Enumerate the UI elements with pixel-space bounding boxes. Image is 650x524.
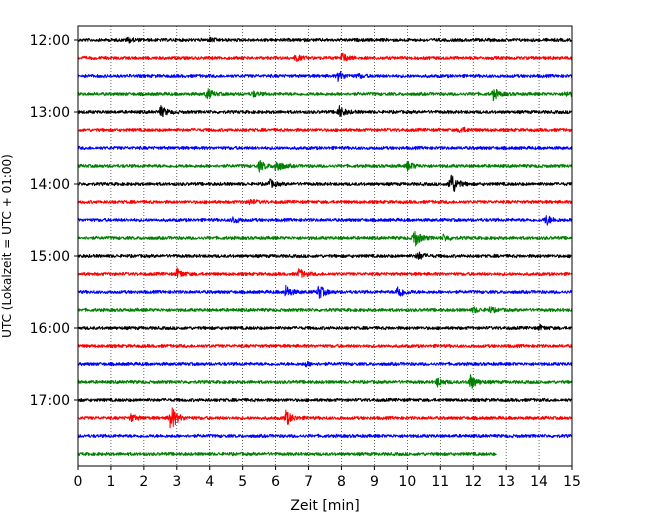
x-axis-ticks: 0 1 2 3 4 5 6 7 8 9 10 11 12 13 14 15 <box>74 466 581 490</box>
trace-row-1530 <box>77 284 573 299</box>
x-tick-label: 1 <box>106 474 115 490</box>
trace-row-1400 <box>77 174 573 192</box>
y-tick-label: 12:00 <box>30 33 70 49</box>
trace-row-1545 <box>77 306 573 314</box>
x-tick-label: 7 <box>304 474 313 490</box>
y-tick-label: 17:00 <box>30 393 70 409</box>
trace-row-1515 <box>77 267 573 278</box>
x-tick-label: 13 <box>497 474 515 490</box>
trace-row-1615 <box>77 343 573 349</box>
y-tick-label: 14:00 <box>30 177 70 193</box>
trace-row-1345 <box>77 160 573 173</box>
x-tick-label: 8 <box>337 474 346 490</box>
x-tick-label: 2 <box>139 474 148 490</box>
grid-layer <box>110 26 540 466</box>
trace-row-1245 <box>77 88 573 102</box>
trace-row-1715 <box>77 407 573 429</box>
x-tick-label: 5 <box>238 474 247 490</box>
trace-row-1330 <box>77 145 573 151</box>
trace-row-1500 <box>77 251 573 260</box>
trace-row-1200 <box>77 36 573 44</box>
x-tick-label: 9 <box>370 474 379 490</box>
trace-row-1730 <box>77 433 573 439</box>
trace-row-1430 <box>77 215 573 226</box>
y-axis-title: UTC (Lokalzeit = UTC + 01:00) <box>0 154 14 338</box>
trace-row-1230 <box>77 71 573 82</box>
trace-row-1300 <box>77 104 573 118</box>
trace-row-1645 <box>77 374 573 389</box>
x-tick-label: 15 <box>563 474 581 490</box>
trace-row-1630 <box>77 360 573 368</box>
x-tick-label: 4 <box>205 474 214 490</box>
x-axis-title: Zeit [min] <box>290 498 359 514</box>
x-tick-label: 3 <box>172 474 181 490</box>
x-tick-label: 6 <box>271 474 280 490</box>
trace-row-1445 <box>77 230 573 247</box>
x-tick-label: 14 <box>530 474 548 490</box>
trace-row-1600 <box>77 324 573 331</box>
x-tick-label: 11 <box>431 474 449 490</box>
plot-frame <box>77 25 573 467</box>
trace-row-1415 <box>77 198 573 206</box>
trace-row-1700 <box>77 397 573 403</box>
trace-row-1215 <box>77 52 573 62</box>
y-tick-label: 13:00 <box>30 105 70 121</box>
x-tick-label: 12 <box>464 474 482 490</box>
x-tick-label: 0 <box>74 474 83 490</box>
y-axis-ticks: 12:00 13:00 14:00 15:00 16:00 17:00 <box>30 33 78 409</box>
y-tick-label: 16:00 <box>30 321 70 337</box>
x-tick-label: 10 <box>398 474 416 490</box>
trace-row-1745 <box>77 451 497 457</box>
trace-row-1315 <box>77 126 573 134</box>
trace-layer <box>77 36 573 457</box>
y-tick-label: 15:00 <box>30 249 70 265</box>
